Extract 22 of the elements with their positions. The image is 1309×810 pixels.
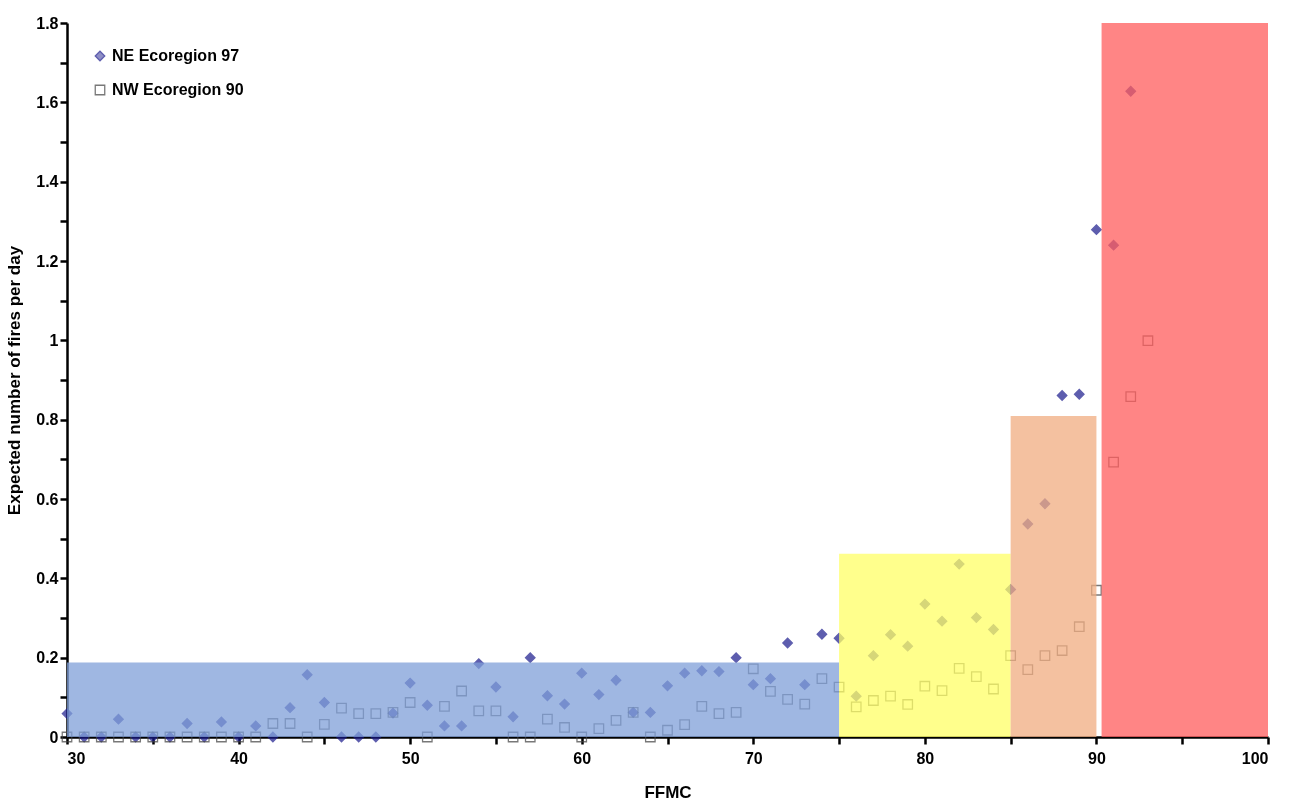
y-tick-label: 0.2 <box>36 649 59 667</box>
x-tick-label: 40 <box>230 749 249 767</box>
x-tick-label: 30 <box>67 749 86 767</box>
x-tick-label: 100 <box>1241 749 1269 767</box>
x-tick-label: 50 <box>401 749 420 767</box>
x-tick-label: 80 <box>916 749 935 767</box>
y-tick-label: 0 <box>49 728 59 746</box>
y-tick-label: 1.6 <box>36 93 59 111</box>
y-tick-label: 1 <box>49 331 59 349</box>
y-axis-title: Expected number of fires per day <box>5 245 25 516</box>
x-tick-label: 70 <box>744 749 763 767</box>
legend-label: NE Ecoregion 97 <box>112 47 240 64</box>
legend-label: NW Ecoregion 90 <box>112 81 244 98</box>
x-axis-title: FFMC <box>644 782 692 802</box>
x-tick-label: 90 <box>1088 749 1106 767</box>
y-tick-label: 1.8 <box>36 14 59 32</box>
y-tick-label: 0.8 <box>36 411 59 429</box>
y-tick-label: 1.2 <box>36 252 59 270</box>
x-tick-label: 60 <box>573 749 592 767</box>
y-tick-label: 0.6 <box>36 490 59 508</box>
y-tick-label: 0.4 <box>36 569 59 587</box>
y-tick-label: 1.4 <box>36 173 59 191</box>
